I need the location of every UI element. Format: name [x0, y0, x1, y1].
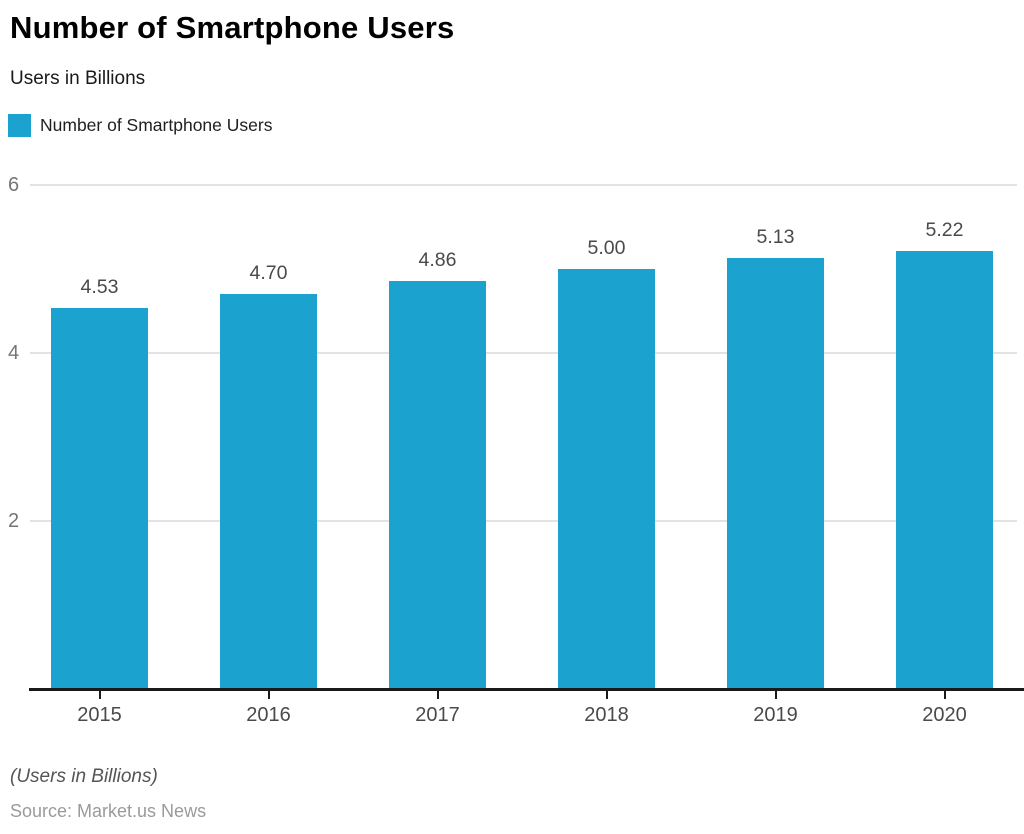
bar-2019: [727, 258, 824, 689]
bar-value-label-2018: 5.00: [587, 237, 626, 259]
bar-2017: [389, 280, 486, 689]
footer-note: (Users in Billions): [10, 766, 158, 787]
x-tick-2016: [267, 691, 270, 699]
bar-2018: [558, 269, 655, 689]
x-tick-2019: [774, 691, 777, 699]
footer-source: Source: Market.us News: [10, 801, 207, 821]
bar-2016: [220, 294, 317, 689]
gridline-y2: [30, 520, 1017, 522]
x-axis-line: [29, 688, 1024, 691]
y-tick-label-2: 2: [8, 510, 20, 532]
gridline-y4: [30, 352, 1017, 354]
x-tick-label-2017: 2017: [415, 704, 460, 726]
bar-value-label-2020: 5.22: [925, 218, 964, 241]
x-tick-label-2016: 2016: [246, 704, 291, 726]
gridline-y6: [30, 184, 1017, 186]
bar-value-label-2016: 4.70: [249, 262, 288, 285]
x-tick-2017: [436, 691, 439, 699]
bar-value-label-2019: 5.13: [756, 226, 795, 249]
x-tick-label-2019: 2019: [753, 704, 798, 726]
bar-value-label-2015: 4.53: [80, 276, 119, 299]
plot-area: 4.53 4.70 4.86 5.00 5.13 5.22: [30, 184, 1023, 689]
legend: Number of Smartphone Users: [8, 114, 272, 137]
chart-subtitle: Users in Billions: [10, 68, 146, 89]
bar-value-label-2017: 4.86: [418, 248, 457, 271]
bar-2015: [51, 308, 148, 689]
y-tick-label-4: 4: [8, 342, 20, 364]
bar-2020: [896, 250, 993, 689]
x-tick-label-2015: 2015: [77, 704, 122, 726]
x-tick-2015: [98, 691, 101, 699]
legend-label: Number of Smartphone Users: [40, 115, 273, 135]
legend-swatch-icon: [8, 114, 31, 137]
x-tick-label-2020: 2020: [922, 704, 967, 726]
chart-title: Number of Smartphone Users: [10, 10, 455, 45]
y-tick-label-6: 6: [8, 174, 20, 196]
x-tick-2020: [943, 691, 946, 699]
x-tick-2018: [605, 691, 608, 699]
x-tick-label-2018: 2018: [584, 704, 629, 726]
